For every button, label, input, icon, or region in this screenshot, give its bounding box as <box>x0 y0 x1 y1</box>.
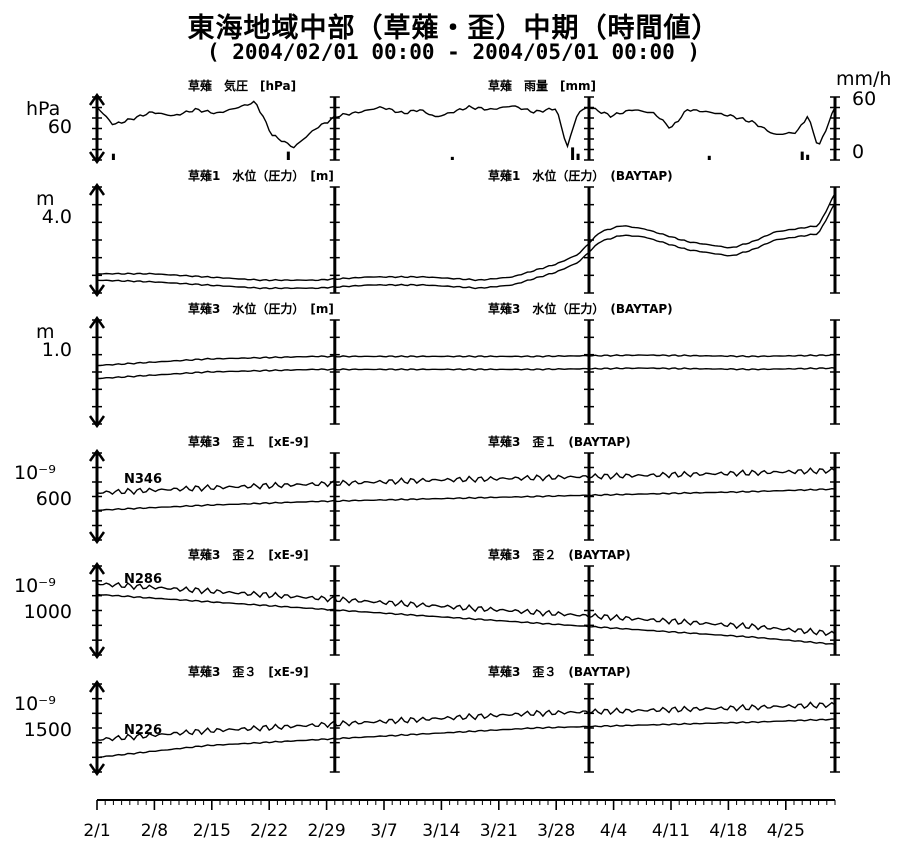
y-unit-label: m <box>36 321 55 343</box>
chart-subtitle: ( 2004/02/01 00:00 - 2004/05/01 00:00 ) <box>206 40 701 64</box>
y-tick-label-right-bottom: 0 <box>852 141 864 163</box>
panel-right-title: 草薙3 歪３ (BAYTAP) <box>488 664 631 679</box>
x-tick-label: 4/25 <box>767 821 805 841</box>
y-tick-label: 1000 <box>24 601 72 623</box>
axis-arrow-down <box>88 531 106 545</box>
chart-title: 東海地域中部（草薙・歪）中期（時間値） <box>187 13 720 44</box>
x-tick-label: 3/28 <box>537 821 575 841</box>
axis-arrow-up <box>88 679 106 693</box>
axis-arrow-down <box>88 284 106 298</box>
series-line <box>97 366 836 380</box>
panel-right-title: 草薙3 歪２ (BAYTAP) <box>488 547 631 562</box>
rain-bar <box>576 153 580 160</box>
series-line <box>96 581 836 637</box>
rain-bar <box>450 156 454 160</box>
x-tick-label: 3/7 <box>370 821 397 841</box>
panel-left-title: 草薙 気圧 [hPa] <box>188 78 296 93</box>
panel-strain2: 草薙3 歪２ [xE-9] 草薙3 歪２ (BAYTAP) 10⁻⁹ 1000 N286 <box>14 547 840 660</box>
x-tick-label: 4/11 <box>652 821 690 841</box>
x-tick-label: 3/21 <box>480 821 518 841</box>
panel-kusanagi1-water: 草薙1 水位（圧力） [m] 草薙1 水位（圧力） (BAYTAP) m4.0 <box>36 168 840 298</box>
x-tick-label: 2/29 <box>308 821 346 841</box>
axis-arrow-up <box>88 561 106 575</box>
panel-right-title: 草薙 雨量 [mm] <box>488 78 596 93</box>
y-tick-label: 60 <box>48 116 72 138</box>
series-label: N346 <box>124 472 162 487</box>
y-tick-label: 4.0 <box>42 206 72 228</box>
axis-arrow-up <box>88 448 106 462</box>
panel-right-title: 草薙3 歪１ (BAYTAP) <box>488 434 631 449</box>
series-label: N286 <box>124 572 162 587</box>
panel-left-title: 草薙3 歪２ [xE-9] <box>188 547 309 562</box>
series-line <box>96 100 836 149</box>
x-tick-label: 2/8 <box>141 821 168 841</box>
panel-right-title: 草薙3 水位（圧力） (BAYTAP) <box>488 301 673 316</box>
series-line <box>96 718 836 758</box>
y-unit-label-right: mm/h <box>836 68 891 90</box>
axis-arrow-down <box>88 415 106 429</box>
series-line <box>96 193 836 282</box>
y-tick-label-right-top: 60 <box>852 88 876 110</box>
series-line <box>96 202 836 290</box>
panel-left-title: 草薙1 水位（圧力） [m] <box>188 168 334 183</box>
x-tick-label: 2/22 <box>250 821 288 841</box>
y-tick-label: 1.0 <box>42 339 72 361</box>
rain-bar <box>111 153 115 160</box>
x-tick-label: 4/4 <box>600 821 627 841</box>
axis-arrow-up <box>88 182 106 196</box>
axis-arrow-down <box>88 151 106 165</box>
axis-arrow-down <box>88 763 106 777</box>
rain-bar <box>800 151 804 160</box>
x-tick-label: 2/15 <box>193 821 231 841</box>
y-unit-label: 10⁻⁹ <box>14 693 56 715</box>
y-unit-label: m <box>36 188 55 210</box>
series-line <box>96 593 836 646</box>
y-unit-label: hPa <box>26 98 60 120</box>
panel-right-title: 草薙1 水位（圧力） (BAYTAP) <box>488 168 673 183</box>
series-line <box>96 701 836 742</box>
panel-kusanagi3-water: 草薙3 水位（圧力） [m] 草薙3 水位（圧力） (BAYTAP) m1.0 <box>36 301 840 429</box>
series-line <box>97 353 836 367</box>
panel-strain1: 草薙3 歪１ [xE-9] 草薙3 歪１ (BAYTAP) 10⁻⁹ 600 N346 <box>14 434 840 545</box>
y-unit-label: 10⁻⁹ <box>14 462 56 484</box>
y-tick-label: 600 <box>36 488 72 510</box>
y-unit-label: 10⁻⁹ <box>14 575 56 597</box>
y-tick-label: 1500 <box>24 719 72 741</box>
rain-bar <box>707 155 711 160</box>
x-tick-label: 3/14 <box>422 821 460 841</box>
panel-left-title: 草薙3 歪３ [xE-9] <box>188 664 309 679</box>
series-line <box>97 487 836 511</box>
series-line <box>96 467 836 496</box>
panel-left-title: 草薙3 歪１ [xE-9] <box>188 434 309 449</box>
x-tick-label: 2/1 <box>83 821 110 841</box>
x-tick-label: 4/18 <box>709 821 747 841</box>
axis-arrow-up <box>88 92 106 106</box>
panel-strain3: 草薙3 歪３ [xE-9] 草薙3 歪３ (BAYTAP) 10⁻⁹ 1500 N226 <box>14 664 840 777</box>
rain-bar <box>806 154 810 160</box>
rain-bar <box>571 147 575 160</box>
axis-arrow-down <box>88 646 106 660</box>
panel-left-title: 草薙3 水位（圧力） [m] <box>188 301 334 316</box>
axis-arrow-up <box>88 315 106 329</box>
series-label: N226 <box>124 723 162 738</box>
rain-bar <box>286 151 290 160</box>
